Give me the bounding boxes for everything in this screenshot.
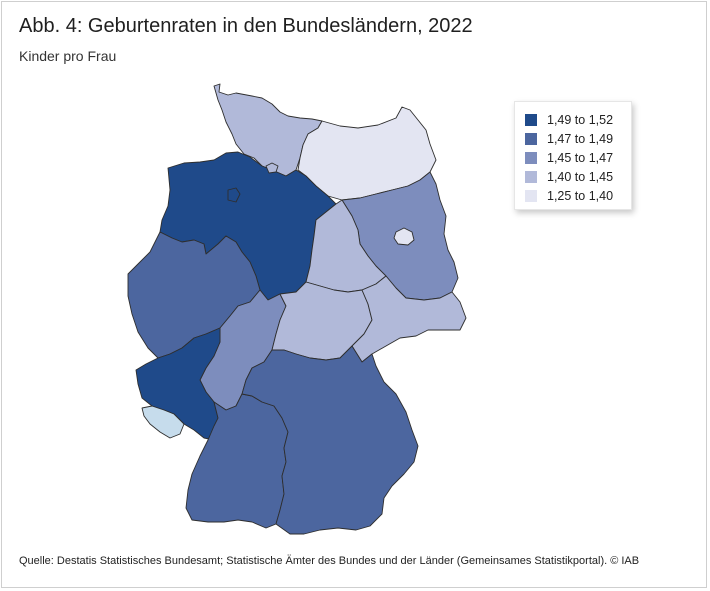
state-hamburg[interactable] bbox=[265, 162, 279, 174]
legend-label: 1,40 to 1,45 bbox=[547, 169, 614, 184]
legend-label: 1,49 to 1,52 bbox=[547, 112, 614, 127]
legend-swatch bbox=[525, 170, 537, 183]
legend-item: 1,25 to 1,40 bbox=[525, 186, 621, 205]
map-legend: 1,49 to 1,52 1,47 to 1,49 1,45 to 1,47 1… bbox=[514, 101, 632, 210]
legend-label: 1,45 to 1,47 bbox=[547, 150, 614, 165]
state-saarland[interactable] bbox=[141, 405, 185, 439]
legend-swatch bbox=[525, 151, 537, 164]
legend-label: 1,47 to 1,49 bbox=[547, 131, 614, 146]
legend-item: 1,45 to 1,47 bbox=[525, 148, 621, 167]
state-bremen[interactable] bbox=[227, 187, 241, 203]
legend-item: 1,49 to 1,52 bbox=[525, 110, 621, 129]
legend-swatch bbox=[525, 113, 537, 126]
map-subtitle: Kinder pro Frau bbox=[19, 48, 117, 64]
map-title: Abb. 4: Geburtenraten in den Bundeslände… bbox=[19, 15, 473, 37]
legend-swatch bbox=[525, 132, 537, 145]
state-bayern[interactable] bbox=[241, 345, 419, 535]
state-nordrhein-westfalen[interactable] bbox=[127, 231, 261, 359]
source-note: Quelle: Destatis Statistisches Bundesamt… bbox=[19, 555, 640, 567]
state-sachsen[interactable] bbox=[351, 275, 467, 363]
state-berlin[interactable] bbox=[393, 227, 415, 246]
legend-label: 1,25 to 1,40 bbox=[547, 188, 614, 203]
legend-swatch bbox=[525, 189, 537, 202]
legend-item: 1,40 to 1,45 bbox=[525, 167, 621, 186]
legend-item: 1,47 to 1,49 bbox=[525, 129, 621, 148]
